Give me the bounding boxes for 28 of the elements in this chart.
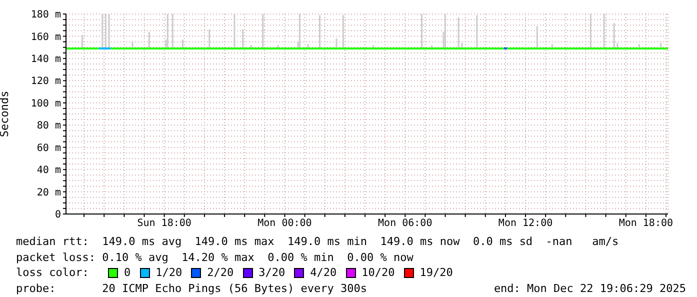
text: probe: 20 ICMP Echo Pings (56 Bytes) every 300s [16, 280, 367, 296]
y-tick-label: 0 [54, 210, 61, 221]
legend-label: 10/20 [362, 265, 395, 280]
text: median rtt: 149.0 ms avg 149.0 ms max 149.0 ms min 149.0 ms now 0.0 ms sd -nan am/s [16, 234, 620, 250]
y-tick-label: 60 m [36, 142, 61, 154]
y-tick-label: 140 m [30, 54, 61, 65]
y-tick-label: 100 m [30, 98, 61, 110]
x-tick-label: Mon 18:00 [618, 218, 674, 230]
y-axis-title: Seconds [0, 90, 11, 138]
x-tick-label: Sun 18:00 [137, 218, 192, 230]
y-tick-label: 20 m [36, 187, 61, 198]
y-tick-label: 80 m [36, 120, 61, 132]
text: packet loss: 0.10 % avg 14.20 % max 0.00 % min 0.00 % now [16, 250, 414, 265]
legend-label: 0 [124, 265, 131, 280]
y-tick-label: 180 m [30, 10, 61, 21]
x-tick-label: Mon 12:00 [498, 218, 553, 230]
legend-title: loss color: [16, 265, 90, 280]
y-tick-label: 40 m [36, 165, 61, 176]
y-tick-label: 160 m [30, 32, 61, 43]
text: end: Mon Dec 22 19:06:29 2025 [494, 280, 686, 296]
legend-label: 2/20 [207, 265, 234, 280]
y-tick-label: 120 m [30, 76, 61, 88]
legend-label: 1/20 [156, 265, 182, 280]
legend-label: 19/20 [420, 265, 453, 280]
legend-label: 4/20 [310, 265, 337, 280]
legend-label: 3/20 [258, 265, 286, 280]
x-tick-label: Mon 06:00 [378, 218, 432, 230]
x-tick-label: Mon 00:00 [258, 218, 312, 230]
